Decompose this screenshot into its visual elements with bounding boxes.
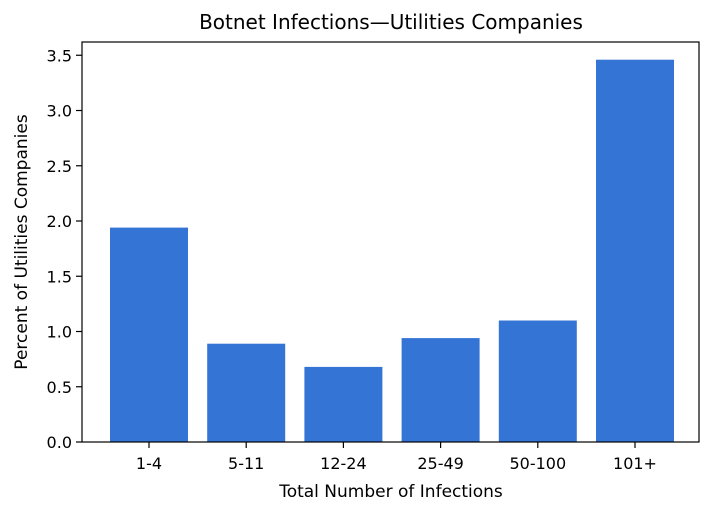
x-tick-label: 12-24 [320, 454, 367, 473]
y-tick-label: 3.5 [47, 46, 72, 65]
y-tick-label: 0.0 [47, 433, 72, 452]
x-tick-label: 25-49 [417, 454, 464, 473]
x-tick-label: 50-100 [509, 454, 566, 473]
bar-101+ [596, 59, 674, 442]
x-axis: 1-4 5-11 12-24 25-49 50-100 101+ [136, 442, 657, 473]
y-tick-label: 2.5 [47, 157, 72, 176]
bar-12-24 [304, 366, 383, 442]
bar-50-100 [498, 320, 577, 442]
y-tick-label: 1.0 [47, 323, 72, 342]
y-tick-label: 2.0 [47, 212, 72, 231]
y-tick-label: 0.5 [47, 378, 72, 397]
bar-5-11 [207, 343, 286, 442]
x-tick-label: 1-4 [136, 454, 162, 473]
plot-frame [81, 41, 700, 443]
y-tick-label: 3.0 [47, 102, 72, 121]
bar-25-49 [401, 338, 480, 442]
y-axis-label: Percent of Utilities Companies [12, 114, 32, 370]
x-axis-label: Total Number of Infections [278, 482, 503, 502]
y-axis: 0.0 0.5 1.0 1.5 2.0 2.5 3.0 3.5 [47, 46, 82, 452]
chart-title: Botnet Infections—Utilities Companies [199, 10, 583, 34]
bars-group [110, 59, 674, 442]
y-tick-label: 1.5 [47, 267, 72, 286]
x-tick-label: 101+ [613, 454, 657, 473]
bar-1-4 [110, 227, 188, 442]
x-tick-label: 5-11 [228, 454, 264, 473]
